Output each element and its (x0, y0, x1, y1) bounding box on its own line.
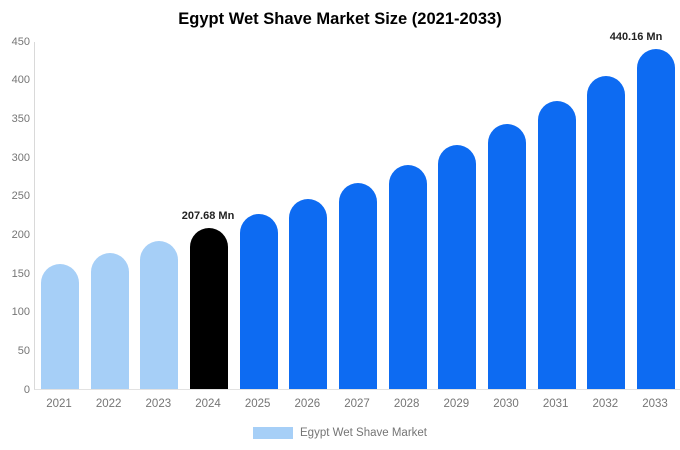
x-tick-label-2030: 2030 (493, 398, 519, 410)
y-tick-label-350: 350 (11, 112, 30, 125)
x-tick-label-2025: 2025 (244, 398, 271, 410)
x-tick-label-2026: 2026 (294, 398, 321, 410)
bar-2028[interactable] (388, 164, 427, 389)
bar-2025[interactable] (239, 214, 278, 389)
legend-item[interactable]: Egypt Wet Shave Market (0, 426, 680, 440)
y-tick-label-250: 250 (11, 190, 30, 203)
y-tick-label-50: 50 (17, 344, 30, 357)
bar-2023[interactable] (140, 241, 179, 389)
x-tick-label-2023: 2023 (145, 398, 172, 410)
x-tick-label-2027: 2027 (344, 398, 370, 410)
bar-2029[interactable] (438, 145, 477, 389)
legend-swatch (253, 427, 293, 439)
bar-2026[interactable] (289, 199, 328, 389)
x-tick-label-2021: 2021 (46, 398, 72, 410)
plot-area (34, 42, 680, 390)
y-tick-label-400: 400 (11, 74, 30, 87)
legend-label: Egypt Wet Shave Market (300, 427, 427, 439)
chart-title: Egypt Wet Shave Market Size (2021-2033) (178, 10, 502, 28)
bar-2027[interactable] (339, 182, 377, 389)
y-tick-label-0: 0 (23, 383, 30, 396)
bar-2021[interactable] (41, 264, 79, 389)
x-tick-label-2024: 2024 (195, 398, 221, 410)
y-axis: 0 50 100 150 200 250 300 350 400 450 (0, 0, 30, 450)
y-tick-label-100: 100 (11, 306, 30, 319)
bar-2022[interactable] (90, 253, 129, 389)
bar-2033[interactable] (637, 48, 675, 389)
bar-2030[interactable] (488, 123, 526, 389)
y-tick-label-300: 300 (11, 151, 30, 164)
y-tick-label-450: 450 (11, 35, 30, 48)
y-tick-label-200: 200 (11, 228, 30, 241)
bar-2031[interactable] (537, 100, 576, 389)
x-tick-label-2028: 2028 (393, 398, 420, 410)
x-tick-label-2029: 2029 (443, 398, 470, 410)
x-tick-label-2032: 2032 (592, 398, 619, 410)
x-tick-label-2022: 2022 (95, 398, 122, 410)
x-axis: 2021 2022 2023 2024 2025 2026 2027 2028 2029 2030… (34, 398, 680, 414)
bar-2032[interactable] (587, 75, 626, 389)
bar-2024[interactable] (190, 228, 228, 389)
y-tick-label-150: 150 (11, 267, 30, 280)
value-label-2033: 440.16 Mn (609, 30, 663, 43)
x-tick-label-2033: 2033 (642, 398, 668, 410)
x-tick-label-2031: 2031 (542, 398, 569, 410)
value-label-2024: 207.68 Mn (181, 210, 235, 223)
